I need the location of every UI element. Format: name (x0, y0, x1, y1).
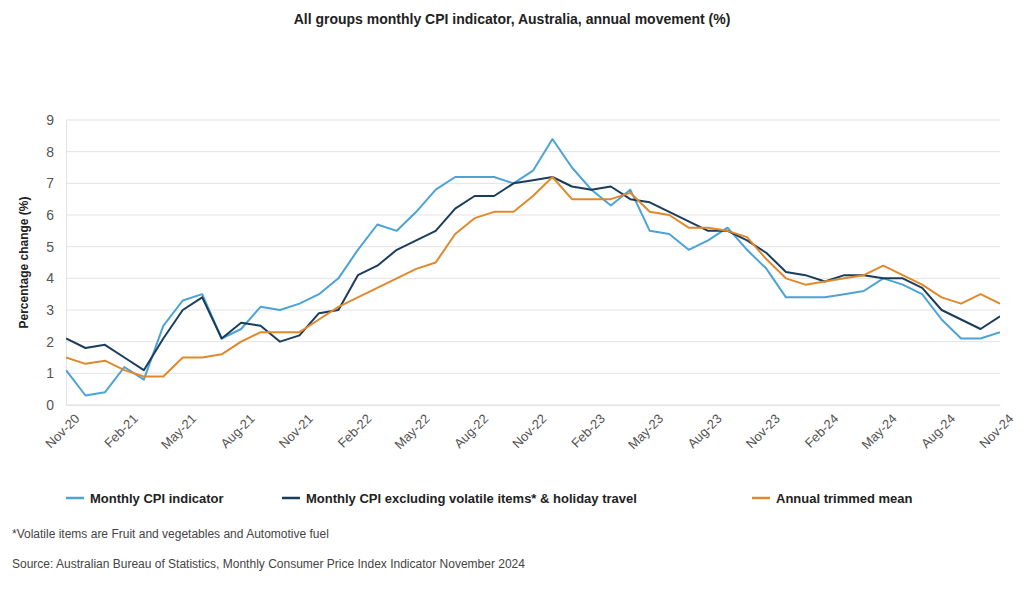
grid-line (66, 405, 1000, 406)
footnotes: *Volatile items are Fruit and vegetables… (12, 527, 525, 571)
x-tick: Aug-22 (451, 405, 491, 451)
x-tick: May-24 (859, 405, 900, 452)
x-tick-label: Nov-21 (276, 411, 316, 451)
x-tick: Feb-21 (101, 405, 141, 451)
y-tick-label: 4 (46, 270, 54, 286)
x-tick-label: May-22 (392, 411, 433, 452)
grid-line (66, 120, 1000, 121)
x-tick: May-23 (625, 405, 666, 452)
grid-line (66, 341, 1000, 342)
y-tick-label: 8 (46, 144, 54, 160)
chart: All groups monthly CPI indicator, Austra… (0, 0, 1024, 590)
y-tick-label: 3 (46, 302, 54, 318)
x-tick: Feb-22 (335, 405, 375, 451)
x-tick-label: Nov-22 (509, 411, 549, 451)
x-axis-line (67, 405, 1001, 406)
y-tick-label: 7 (46, 175, 54, 191)
y-axis-line (66, 121, 67, 406)
grid-line (66, 373, 1000, 374)
y-tick-label: 1 (46, 365, 54, 381)
x-tick-label: Aug-22 (451, 411, 491, 451)
y-tick-label: 5 (46, 239, 54, 255)
x-tick: Feb-24 (802, 405, 842, 451)
x-tick-label: May-24 (859, 411, 900, 452)
legend-swatch (752, 497, 770, 500)
series-line (66, 177, 1000, 377)
x-tick-label: Feb-21 (101, 411, 141, 451)
x-tick-label: Nov-23 (743, 411, 783, 451)
legend-label: Monthly CPI indicator (90, 491, 224, 506)
x-tick: May-21 (158, 405, 199, 452)
grid-line (66, 151, 1000, 152)
x-tick: Nov-20 (42, 405, 82, 451)
x-tick: Nov-21 (276, 405, 316, 451)
x-tick-label: Aug-21 (217, 411, 257, 451)
legend-label: Annual trimmed mean (776, 491, 913, 506)
x-tick: Feb-23 (568, 405, 608, 451)
legend-label: Monthly CPI excluding volatile items* & … (306, 491, 637, 506)
grid-line (66, 278, 1000, 279)
y-tick: 0 (46, 397, 66, 413)
legend-item: Annual trimmed mean (752, 491, 913, 506)
x-tick: Nov-24 (976, 405, 1016, 451)
y-tick-label: 0 (46, 397, 54, 413)
series-line (66, 177, 1000, 370)
y-tick: 3 (46, 302, 66, 318)
grid-line (66, 183, 1000, 184)
x-tick: Aug-21 (217, 405, 257, 451)
x-tick: Aug-24 (918, 405, 958, 451)
x-tick-label: Nov-20 (42, 411, 82, 451)
x-tick-label: Feb-23 (568, 411, 608, 451)
y-axis-title: Percentage change (%) (17, 196, 31, 328)
legend-swatch (282, 497, 300, 500)
legend: Monthly CPI indicator Monthly CPI excludi… (66, 491, 913, 506)
x-tick-label: Feb-24 (802, 411, 842, 451)
x-tick-label: Nov-24 (976, 411, 1016, 451)
x-tick: Aug-23 (684, 405, 724, 451)
x-tick: Nov-22 (509, 405, 549, 451)
y-tick: 7 (46, 175, 66, 191)
y-tick: 9 (46, 112, 66, 128)
x-tick-label: May-21 (158, 411, 199, 452)
x-tick: May-22 (392, 405, 433, 452)
y-tick: 8 (46, 144, 66, 160)
legend-item: Monthly CPI excluding volatile items* & … (282, 491, 637, 506)
y-tick: 5 (46, 239, 66, 255)
footnote: Source: Australian Bureau of Statistics,… (12, 557, 525, 571)
y-tick-label: 2 (46, 334, 54, 350)
grid-line (66, 215, 1000, 216)
x-tick-label: Aug-23 (684, 411, 724, 451)
y-tick: 6 (46, 207, 66, 223)
y-tick-label: 6 (46, 207, 54, 223)
series-lines (66, 139, 1000, 396)
legend-swatch (66, 497, 84, 500)
y-axis: 0 1 2 3 4 5 6 7 8 9 (46, 112, 66, 413)
y-tick: 4 (46, 270, 66, 286)
series-line (66, 139, 1000, 396)
x-tick: Nov-23 (743, 405, 783, 451)
x-tick-label: Aug-24 (918, 411, 958, 451)
x-axis: Nov-20 Feb-21 May-21 Aug-21 Nov-21 Feb-22 May-… (42, 405, 1016, 452)
x-tick-label: May-23 (625, 411, 666, 452)
y-tick: 1 (46, 365, 66, 381)
title: All groups monthly CPI indicator, Austra… (294, 11, 731, 27)
grid-line (66, 246, 1000, 247)
grid (66, 120, 1000, 405)
x-tick-label: Feb-22 (335, 411, 375, 451)
y-tick: 2 (46, 334, 66, 350)
footnote: *Volatile items are Fruit and vegetables… (12, 527, 329, 541)
grid-line (66, 310, 1000, 311)
legend-item: Monthly CPI indicator (66, 491, 224, 506)
y-tick-label: 9 (46, 112, 54, 128)
